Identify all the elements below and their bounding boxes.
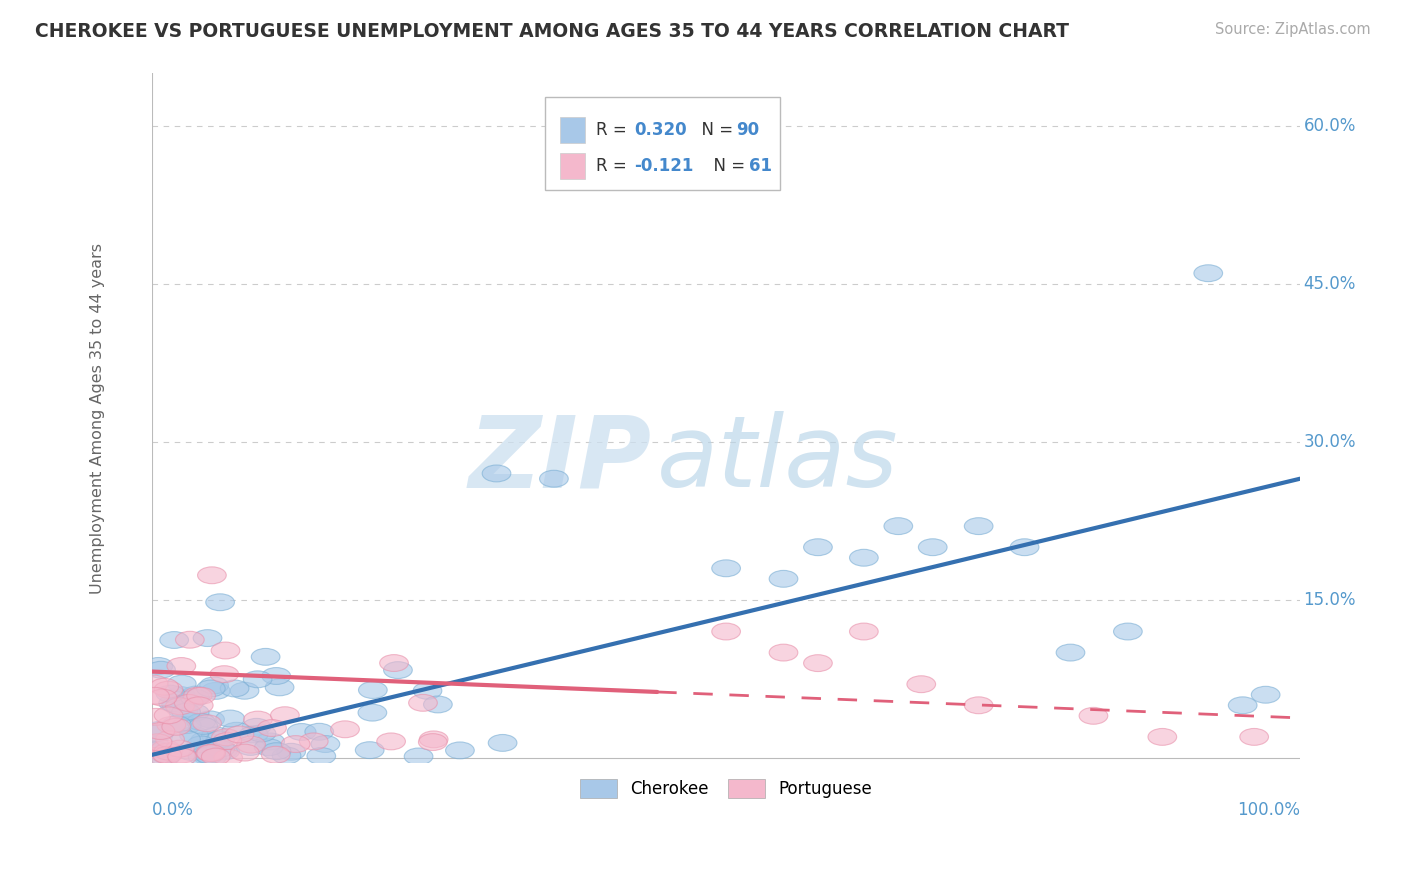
Text: -0.121: -0.121 [634,157,693,175]
Text: N =: N = [690,121,738,139]
Text: R =: R = [596,157,633,175]
Text: ZIP: ZIP [468,411,651,508]
FancyBboxPatch shape [560,153,585,179]
Text: 0.0%: 0.0% [152,801,194,819]
Text: 100.0%: 100.0% [1237,801,1301,819]
Text: R =: R = [596,121,633,139]
Text: CHEROKEE VS PORTUGUESE UNEMPLOYMENT AMONG AGES 35 TO 44 YEARS CORRELATION CHART: CHEROKEE VS PORTUGUESE UNEMPLOYMENT AMON… [35,22,1069,41]
Text: 60.0%: 60.0% [1303,117,1355,135]
Legend: Cherokee, Portuguese: Cherokee, Portuguese [572,771,880,806]
Text: atlas: atlas [657,411,898,508]
Text: 45.0%: 45.0% [1303,275,1355,293]
Text: 15.0%: 15.0% [1303,591,1355,609]
FancyBboxPatch shape [544,97,780,190]
Text: 30.0%: 30.0% [1303,433,1355,450]
Text: Source: ZipAtlas.com: Source: ZipAtlas.com [1215,22,1371,37]
Text: N =: N = [703,157,751,175]
Text: 90: 90 [737,121,759,139]
Text: 61: 61 [749,157,772,175]
FancyBboxPatch shape [560,117,585,144]
Text: 0.320: 0.320 [634,121,688,139]
Text: Unemployment Among Ages 35 to 44 years: Unemployment Among Ages 35 to 44 years [90,243,104,593]
